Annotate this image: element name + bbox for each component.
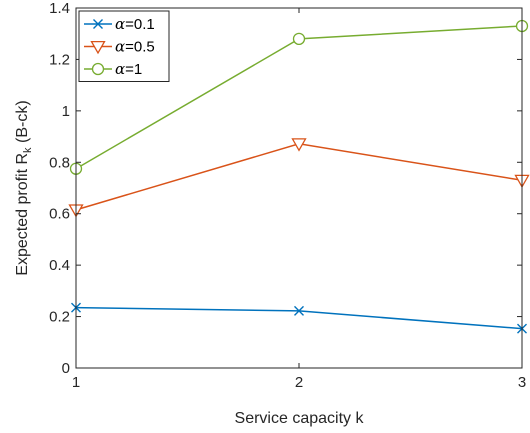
x-tick-label: 1 [72,374,80,391]
y-tick-label: 0.2 [49,309,70,326]
y-tick-label: 1.4 [49,0,70,17]
legend-label-symbol: α [115,15,125,33]
axes-layer: 1 2 3 0 0.2 0.4 0.6 0.8 1 1.2 1.4 [49,0,526,391]
y-tick-label: 1 [62,103,70,120]
legend-marker [93,19,103,29]
y-tick-label: 0.6 [49,206,70,223]
legend-label: α=1 [115,60,142,78]
y-tick-label: 0 [62,360,70,377]
y-tick-label: 0.4 [49,257,70,274]
legend-item-1: α=0.5 [84,38,155,56]
legend-item-0: α=0.1 [84,15,155,33]
legend-label-symbol: α [115,60,125,78]
y-tick-label: 0.8 [49,154,70,171]
x-tick-label: 3 [518,374,526,391]
y-axis-label-subscript: k [22,147,34,153]
y-axis-label-main: Expected profit R [14,153,31,276]
x-axis-label: Service capacity k [235,410,365,427]
legend-marker [90,40,106,55]
legend-label-symbol: α [115,38,125,56]
y-axis-label-tail: (B-ck) [14,100,31,147]
legend-label-value: =1 [125,61,142,78]
legend-label: α=0.1 [115,15,155,33]
legend-label-value: =0.1 [125,16,155,33]
x-tick-label: 2 [295,374,303,391]
legend-marker [91,62,105,76]
legend-item-2: α=1 [84,60,142,78]
legend: α=0.1α=0.5α=1 [78,10,170,82]
legend-label: α=0.5 [115,38,155,56]
y-axis-label: Expected profit Rk (B-ck) [14,100,34,275]
y-tick-label: 1.2 [49,51,70,68]
data-point [292,32,306,46]
data-point [291,138,307,152]
legend-label-value: =0.5 [125,39,155,56]
data-point [294,305,304,316]
